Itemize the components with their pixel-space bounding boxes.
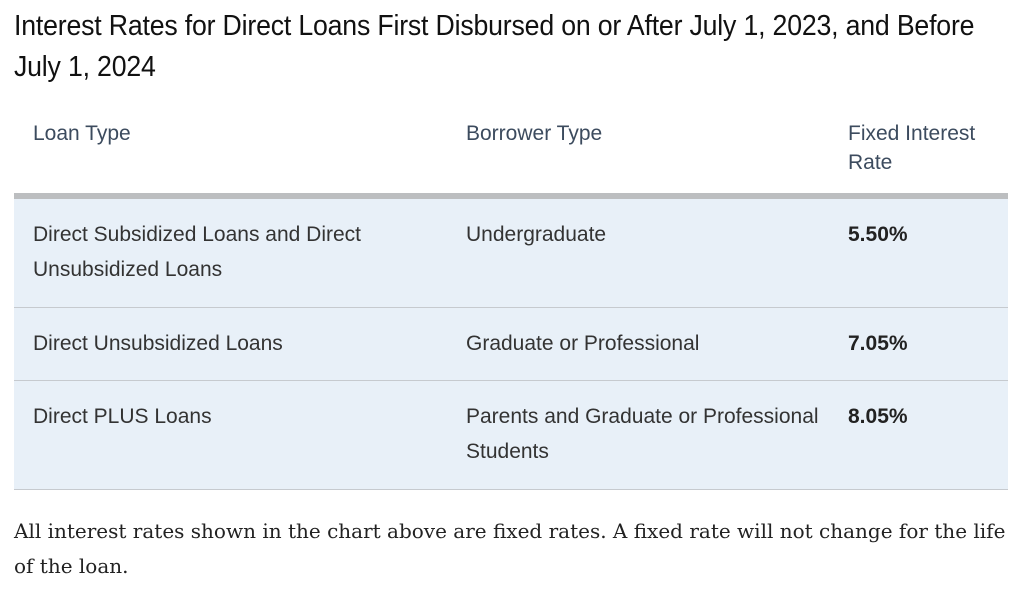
- header-loan-type: Loan Type: [33, 122, 131, 145]
- table-row: Direct Unsubsidized Loans Graduate or Pr…: [14, 308, 1008, 381]
- borrower-type: Undergraduate: [466, 223, 607, 246]
- loan-type: Direct PLUS Loans: [33, 405, 212, 428]
- header-fixed-rate: Fixed Interest Rate: [848, 122, 976, 174]
- borrower-type: Parents and Graduate or Professional Stu…: [466, 405, 819, 463]
- borrower-type: Graduate or Professional: [466, 332, 700, 355]
- loan-type: Direct Unsubsidized Loans: [33, 332, 283, 355]
- interest-rate-table: Loan Type Borrower Type Fixed Interest R…: [14, 104, 1008, 490]
- interest-rate: 5.50%: [848, 223, 908, 246]
- interest-rate: 7.05%: [848, 332, 908, 355]
- loan-type: Direct Subsidized Loans and Direct Unsub…: [33, 223, 362, 281]
- table-row: Direct Subsidized Loans and Direct Unsub…: [14, 199, 1008, 308]
- fixed-rate-note: All interest rates shown in the chart ab…: [14, 519, 1006, 578]
- page-title: Interest Rates for Direct Loans First Di…: [14, 10, 975, 83]
- header-borrower-type: Borrower Type: [466, 122, 603, 145]
- interest-rate: 8.05%: [848, 405, 908, 428]
- table-row: Direct PLUS Loans Parents and Graduate o…: [14, 381, 1008, 490]
- table-header: Loan Type Borrower Type Fixed Interest R…: [14, 104, 1008, 199]
